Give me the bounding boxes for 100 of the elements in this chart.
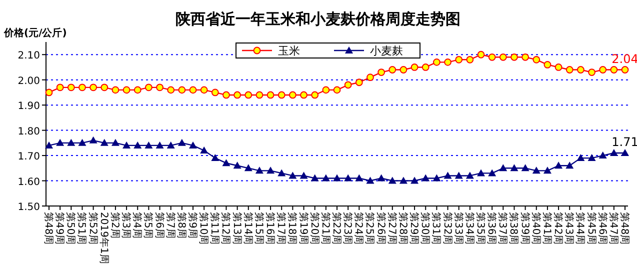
x-tick-label: 第5周 — [142, 212, 154, 238]
y-tick-label: 1.80 — [18, 126, 40, 138]
point — [488, 53, 496, 61]
point — [288, 172, 297, 179]
point — [56, 138, 64, 146]
point — [211, 88, 219, 96]
point — [67, 84, 75, 92]
x-tick-label: 第27周 — [386, 212, 398, 245]
x-tick-label: 第24周 — [352, 212, 365, 245]
x-tick-label: 第46周 — [596, 212, 608, 245]
x-tick-label: 第15周 — [252, 212, 265, 245]
point — [266, 166, 275, 174]
x-tick-label: 第34周 — [463, 212, 476, 245]
data-label: 1.71 — [612, 135, 637, 150]
point — [300, 91, 308, 99]
point — [432, 58, 440, 66]
x-tick-label: 第21周 — [319, 212, 332, 245]
point — [599, 66, 607, 74]
point — [134, 86, 142, 94]
x-tick-label: 第36周 — [486, 212, 498, 245]
point — [233, 162, 242, 169]
x-tick-label: 第12周 — [220, 212, 232, 245]
point — [322, 86, 330, 94]
point — [543, 166, 552, 174]
point — [554, 64, 562, 71]
x-tick-label: 第48周 — [42, 212, 54, 245]
x-tick-label: 第47周 — [607, 212, 620, 245]
point — [544, 61, 552, 68]
point — [510, 53, 518, 61]
y-tick-label: 2.10 — [18, 50, 40, 62]
point — [454, 172, 463, 179]
point — [100, 138, 108, 146]
point — [90, 84, 98, 92]
point — [554, 162, 563, 169]
point — [256, 91, 264, 99]
point — [322, 174, 330, 182]
point — [200, 146, 208, 154]
point — [78, 138, 86, 146]
x-tick-label: 第32周 — [441, 212, 454, 245]
point — [222, 91, 230, 99]
point — [45, 141, 53, 148]
x-tick-label: 第9周 — [186, 212, 198, 238]
x-tick-label: 第44周 — [574, 212, 586, 245]
x-tick-label: 第37周 — [496, 212, 509, 245]
y-tick-label: 1.90 — [18, 101, 40, 112]
point — [333, 174, 341, 182]
point — [532, 166, 540, 174]
point — [532, 56, 540, 64]
point — [410, 176, 419, 184]
x-tick-label: 第23周 — [342, 212, 354, 245]
x-tick-label: 第52周 — [86, 212, 99, 245]
point — [499, 164, 508, 172]
x-tick-label: 第50周 — [64, 212, 77, 245]
point — [522, 53, 530, 61]
x-tick-label: 第16周 — [264, 212, 276, 245]
y-axis-title: 价格(元/公斤) — [3, 27, 67, 39]
point — [200, 86, 208, 94]
point — [466, 56, 474, 64]
point — [112, 86, 120, 94]
point — [399, 176, 408, 184]
point — [466, 172, 474, 179]
point — [333, 86, 341, 94]
point — [134, 141, 142, 148]
point — [499, 53, 507, 61]
point — [355, 174, 364, 182]
point — [244, 91, 252, 99]
point — [45, 88, 53, 96]
point — [178, 138, 186, 146]
x-tick-label: 第48周 — [618, 212, 630, 245]
point — [122, 141, 131, 148]
x-tick-label: 第42周 — [552, 212, 564, 245]
legend-label: 小麦麸 — [370, 44, 403, 58]
point — [444, 58, 452, 66]
point — [234, 91, 242, 99]
point — [566, 162, 574, 169]
point — [610, 149, 618, 156]
point — [122, 86, 130, 94]
point — [156, 84, 164, 92]
x-tick-label: 第14周 — [242, 212, 254, 245]
y-tick-label: 2.00 — [18, 76, 40, 87]
point — [288, 91, 296, 99]
x-tick-label: 第10周 — [198, 212, 210, 245]
point — [178, 86, 186, 94]
point — [111, 138, 120, 146]
x-tick-label: 第17周 — [275, 212, 288, 245]
point — [366, 74, 374, 82]
point — [621, 149, 629, 156]
point — [78, 84, 86, 92]
point — [310, 174, 319, 182]
point — [432, 174, 441, 182]
point — [422, 174, 430, 182]
x-tick-label: 第4周 — [131, 212, 144, 238]
x-tick-label: 第8周 — [175, 212, 188, 238]
x-tick-label: 第30周 — [419, 212, 432, 245]
point — [278, 169, 286, 176]
point — [366, 176, 374, 184]
point — [278, 91, 286, 99]
x-tick-label: 第18周 — [286, 212, 298, 245]
x-tick-label: 第38周 — [508, 212, 520, 245]
x-tick-label: 第3周 — [120, 212, 132, 238]
